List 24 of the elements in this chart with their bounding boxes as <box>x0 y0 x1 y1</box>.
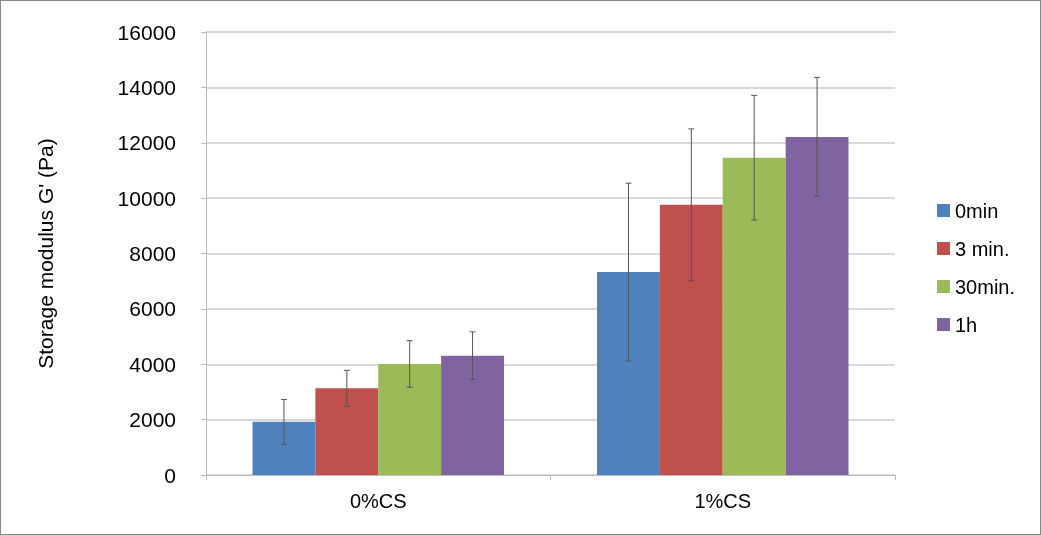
legend-label: 3 min. <box>954 237 1010 260</box>
legend-label: 30min. <box>954 275 1015 298</box>
y-tick-label: 12000 <box>117 131 176 155</box>
legend-label: 1h <box>954 313 978 336</box>
y-tick-label: 10000 <box>117 186 176 210</box>
x-tick-label: 0%CS <box>349 490 407 512</box>
bar <box>252 421 316 475</box>
bar <box>441 355 504 475</box>
bar <box>378 363 442 475</box>
y-tick-label: 8000 <box>129 242 176 265</box>
bar <box>785 136 849 475</box>
y-tick-label: 0 <box>164 463 176 487</box>
y-axis-title: Storage modulus G' (Pa) <box>34 138 57 369</box>
x-tick-label: 1%CS <box>694 490 752 512</box>
bar <box>315 388 379 475</box>
y-tick-label: 2000 <box>129 408 176 432</box>
y-tick-label: 14000 <box>117 75 176 99</box>
legend-label: 0min <box>954 199 999 222</box>
bar <box>722 157 786 475</box>
y-tick-label: 4000 <box>129 352 176 376</box>
y-tick-label: 16000 <box>117 20 176 44</box>
bar <box>597 272 660 475</box>
y-tick-label: 6000 <box>129 297 176 321</box>
bar <box>659 204 723 475</box>
